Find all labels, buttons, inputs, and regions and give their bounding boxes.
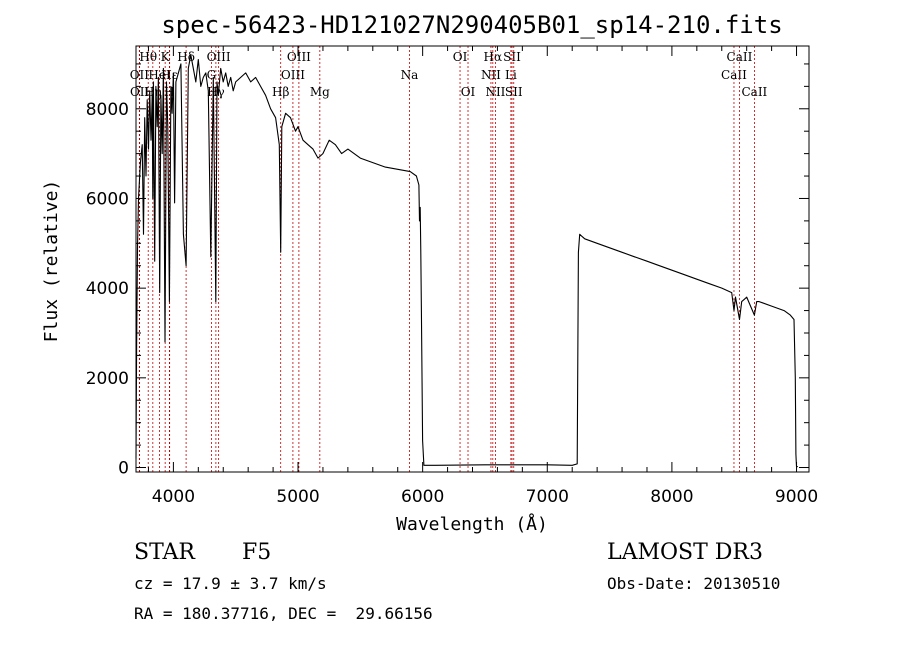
spectral-line-label: SII	[505, 85, 523, 99]
spectral-line-label: Hδ	[177, 50, 195, 64]
y-axis-label: Flux (relative)	[41, 180, 62, 343]
x-tick-label: 5000	[276, 487, 319, 507]
redshift-readout: cz = 17.9 ± 3.7 km/s	[134, 574, 327, 593]
x-axis-label: Wavelength (Å)	[396, 513, 548, 535]
spectral-line-label: CaII	[721, 68, 747, 82]
spectral-line-label: OI	[453, 50, 468, 64]
x-tick-label: 6000	[401, 487, 444, 507]
spectral-line-label: Mg	[310, 85, 330, 99]
spectral-lines-layer: HθOIIOIIHηHeIKHεHHδGHγOIIIHβOIIIOIIIMgNa…	[130, 46, 768, 472]
flux-series-line	[135, 54, 798, 468]
spectral-line-label: OII	[130, 85, 150, 99]
spectral-line-label: NII	[481, 68, 501, 82]
x-tick-label: 4000	[152, 487, 195, 507]
series-layer	[135, 54, 798, 468]
x-tick-label: 9000	[775, 487, 818, 507]
y-tick-label: 2000	[86, 369, 129, 389]
spectral-line-label: Na	[401, 68, 419, 82]
spectrum-chart: spec-56423-HD121027N290405B01_sp14-210.f…	[41, 11, 818, 535]
x-tick-label: 8000	[650, 487, 693, 507]
spectral-line-label: SII	[503, 50, 521, 64]
spectral-line-label: Hγ	[207, 85, 225, 99]
y-tick-label: 4000	[86, 279, 129, 299]
plot-frame	[135, 45, 810, 473]
spectral-line-label: Li	[505, 68, 517, 82]
y-tick-label: 8000	[86, 100, 129, 120]
spectral-line-label: Hθ	[139, 50, 157, 64]
observation-date: Obs-Date: 20130510	[607, 574, 781, 593]
spectral-line-label: OIII	[287, 50, 311, 64]
x-tick-label: 7000	[526, 487, 569, 507]
spectral-line-label: H	[164, 85, 174, 99]
axes-layer: 4000 5000 6000 7000 8000 9000 0 2000 4000 6000 800…	[86, 46, 818, 507]
spectral-line-label: G	[207, 68, 217, 82]
coordinates-readout: RA = 180.37716, DEC = 29.66156	[134, 604, 433, 623]
object-subclass: F5	[242, 540, 272, 565]
spectral-line-label: OI	[461, 85, 476, 99]
spectral-line-label: Hα	[484, 50, 503, 64]
y-tick-label: 0	[118, 459, 129, 479]
y-tick-label: 6000	[86, 189, 129, 209]
spectral-line-label: K	[161, 50, 171, 64]
spectral-line-label: Hβ	[272, 85, 289, 99]
spectral-line-label: CaII	[741, 85, 767, 99]
survey-name: LAMOST DR3	[607, 540, 763, 565]
spectral-line-label: OIII	[207, 50, 231, 64]
spectral-line-label: CaII	[727, 50, 753, 64]
spectral-line-label: NII	[485, 85, 505, 99]
chart-title: spec-56423-HD121027N290405B01_sp14-210.f…	[161, 11, 782, 39]
spectral-line-label: OIII	[281, 68, 305, 82]
object-class: STAR	[134, 540, 195, 565]
